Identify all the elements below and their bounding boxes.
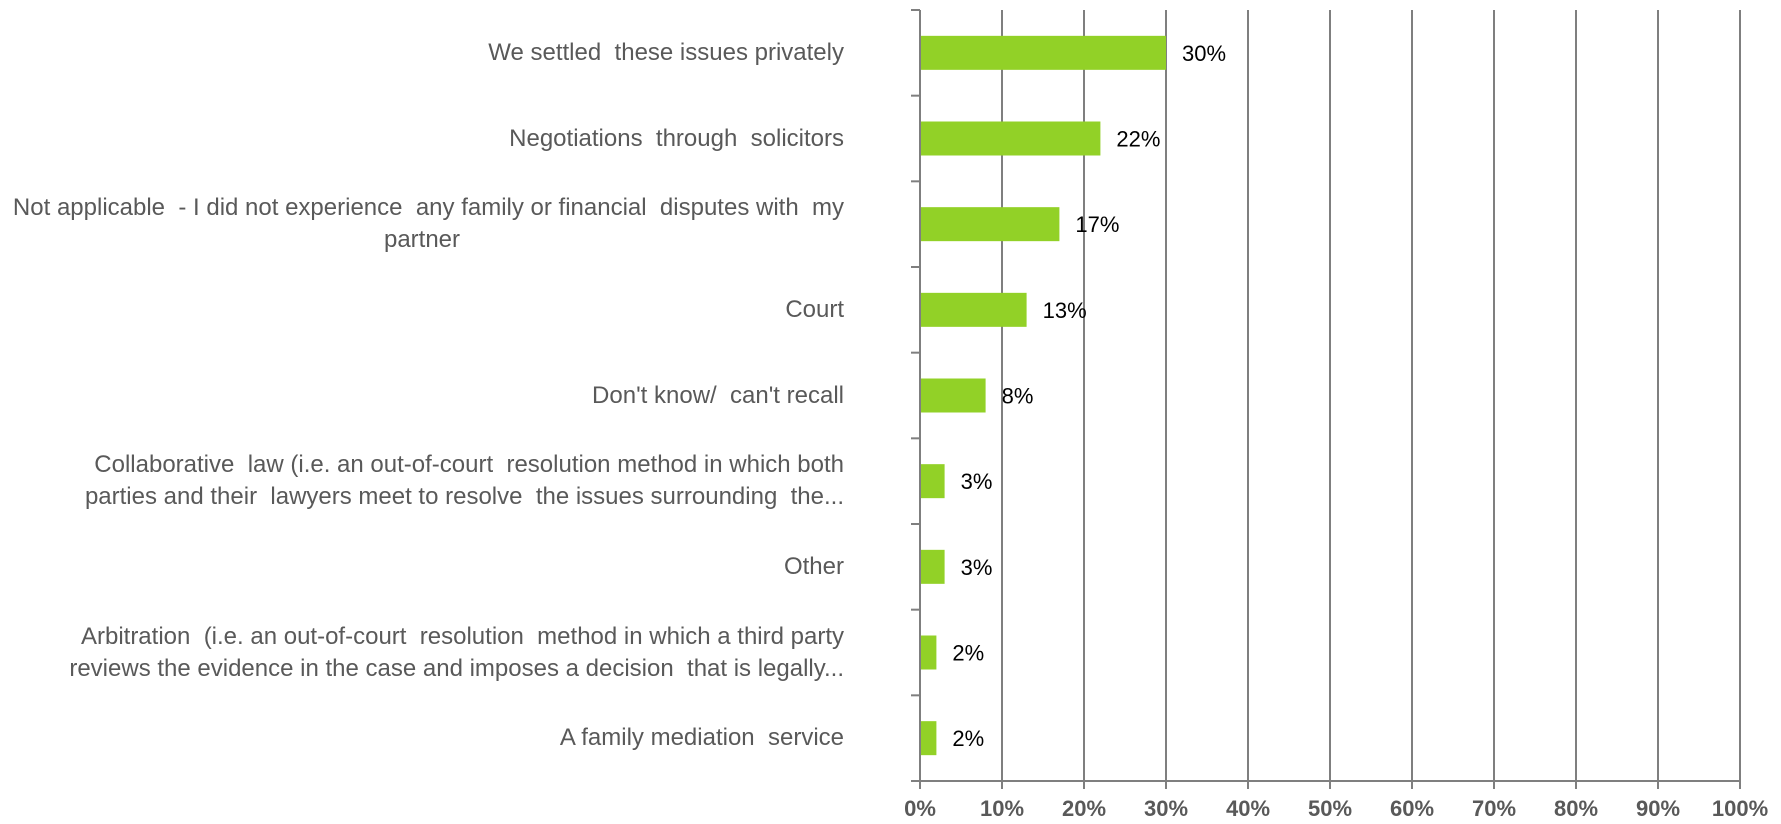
category-label: Other [0,551,844,583]
x-tick-label: 50% [1308,796,1352,821]
bar [921,292,1027,327]
x-tick-label: 40% [1226,796,1270,821]
gridlines [911,9,1741,789]
category-label-line: reviews the evidence in the case and imp… [69,654,844,682]
data-label: 8% [1002,384,1034,409]
data-label: 3% [961,555,993,580]
bar [921,721,937,756]
category-label-line: partner [383,226,461,254]
category-label: Arbitration (i.e. an out-of-court resolu… [0,621,844,685]
category-label-line: parties and their lawyers meet to resolv… [84,483,844,511]
category-label: Negotiations through solicitors [0,123,844,155]
category-label-line: We settled these issues privately [488,38,844,66]
bar [921,549,945,584]
data-label: 30% [1182,41,1226,66]
data-label: 3% [961,469,993,494]
category-label: Don't know/ can't recall [0,380,844,412]
bar [921,635,937,670]
x-axis-tick-labels: 0% 10% 20% 30% 40% 50% 60% 70% 80% 90% 100% [904,796,1768,821]
x-tick-label: 90% [1636,796,1680,821]
category-label-line: Don't know/ can't recall [592,381,844,409]
category-label: We settled these issues privately [0,37,844,69]
bar [921,121,1101,156]
data-label: 17% [1075,212,1119,237]
data-label: 2% [952,641,984,666]
x-tick-label: 100% [1712,796,1768,821]
x-tick-label: 10% [980,796,1024,821]
category-label-line: Court [785,295,844,323]
category-label-line: Not applicable - I did not experience an… [12,194,844,222]
bar [921,35,1166,70]
data-label: 2% [952,726,984,751]
x-tick-label: 30% [1144,796,1188,821]
x-tick-label: 60% [1390,796,1434,821]
bar [921,378,986,413]
category-label: Not applicable - I did not experience an… [0,192,844,256]
category-label: Collaborative law (i.e. an out-of-court … [0,449,844,513]
category-label: Court [0,294,844,326]
x-tick-label: 80% [1554,796,1598,821]
category-label-line: Collaborative law (i.e. an out-of-court … [94,451,844,479]
data-labels: 30% 22% 17% 13% 8% 3% 3% 2% 2% [952,41,1226,751]
category-label-line: Negotiations through solicitors [509,124,844,152]
category-label-line: Arbitration (i.e. an out-of-court resolu… [80,622,844,650]
data-label: 22% [1116,127,1160,152]
x-tick-label: 0% [904,796,936,821]
x-tick-label: 20% [1062,796,1106,821]
category-label-line: A family mediation service [559,724,844,752]
bar [921,464,945,499]
data-label: 13% [1043,298,1087,323]
category-label-line: Other [783,552,844,580]
bars [921,35,1166,756]
bar [921,207,1060,242]
x-tick-label: 70% [1472,796,1516,821]
category-label: A family mediation service [0,722,844,754]
